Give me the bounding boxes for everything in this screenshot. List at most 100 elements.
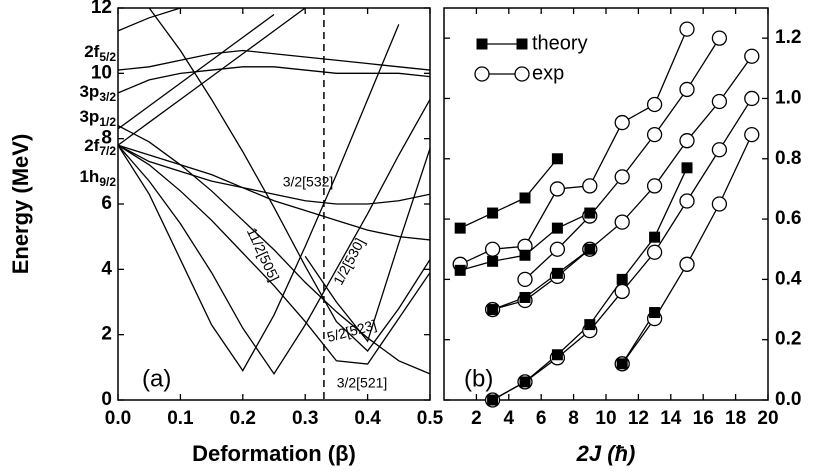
square-marker [584,319,596,331]
circle-marker [646,178,663,194]
square-marker [519,291,531,303]
y2-tick-label: 0.6 [775,208,801,229]
y-axis-label: Energy (MeV) [8,134,33,275]
circle-marker [614,114,630,131]
square-marker [519,192,531,204]
y2-tick-label: 0.0 [775,389,801,410]
level-label: 2f5/2 [84,42,116,64]
plot-area [118,8,430,376]
circle-marker [484,241,501,257]
y-tick-label: 6 [101,193,112,214]
level-sub: 9/2 [99,175,116,189]
legend-label: exp [532,62,564,84]
x-tick-label: 10 [595,408,616,429]
circle-marker [679,21,695,37]
y-tick-label: 8 [101,128,112,149]
circle-marker [679,81,695,98]
x-tick-label: 0.1 [167,408,194,429]
x-tick-label: 2 [471,408,482,429]
circle-marker [711,142,728,158]
y-tick-label: 12 [91,0,112,18]
circle-marker [679,256,695,272]
circle-marker [679,133,695,149]
circle-marker [614,283,630,300]
curve [118,8,306,146]
curve [304,148,430,343]
x-tick-label: 14 [660,408,682,429]
x-tick-label: 20 [757,408,778,429]
x-axis-label: 2J (ħ) [576,441,636,466]
circle-marker [474,66,490,82]
square-marker [649,307,661,319]
level-sub: 1/2 [99,115,116,129]
curve [118,144,430,241]
x-axis-label: Deformation (β) [192,441,356,466]
square-marker [476,38,488,50]
circle-marker [711,30,728,46]
x-tick-label: 0.2 [230,408,256,429]
level-label: 3p1/2 [79,107,116,129]
y-tick-label: 2 [101,324,112,345]
level-sub: 7/2 [99,144,116,158]
square-marker [551,349,563,361]
level-label: 3p3/2 [79,82,116,104]
square-marker [454,264,466,276]
curve [118,99,430,376]
curve [148,8,430,352]
panel-label: (b) [464,365,493,392]
square-marker [516,38,528,50]
y-tick-label: 0 [101,389,112,410]
curve-annotation: 1/2[530] [330,235,368,287]
square-marker [487,255,499,267]
band-line [459,158,558,229]
circle-marker [744,90,760,107]
level-label: 2f7/2 [84,136,116,158]
x-tick-label: 18 [725,408,746,429]
circle-marker [646,96,663,113]
circle-marker [517,271,533,288]
band-line [492,248,591,311]
square-marker [551,267,563,279]
level-name: 3p [79,107,99,126]
square-marker [681,162,693,174]
level-sub: 3/2 [99,90,116,104]
y2-tick-label: 0.4 [775,268,802,289]
legend-label: theory [532,32,588,54]
x-tick-label: 8 [568,408,579,429]
x-tick-label: 16 [693,408,714,429]
square-marker [487,394,499,406]
y2-tick-label: 1.2 [775,27,801,48]
circle-marker [744,126,760,143]
square-marker [487,304,499,316]
circle-marker [582,178,598,194]
curve [118,49,430,71]
level-sub: 5/2 [99,50,116,64]
circle-marker [614,214,630,230]
circle-marker [711,93,728,110]
x-tick-label: 0.4 [354,408,381,429]
y2-tick-label: 0.2 [775,329,801,350]
plot-area [459,28,753,400]
x-tick-label: 0.5 [417,408,444,429]
level-label: 1h9/2 [79,167,116,189]
curve [118,144,430,205]
square-marker [616,273,628,285]
x-tick-label: 4 [504,408,515,429]
curve-annotation: 3/2[532] [283,174,334,190]
y2-tick-label: 0.8 [775,148,801,169]
level-name: 1h [79,167,99,186]
x-tick-label: 6 [536,408,547,429]
curve [118,125,430,375]
circle-marker [614,169,630,185]
square-marker [519,376,531,388]
curve [118,24,400,372]
square-marker [551,222,563,234]
y2-tick-label: 1.0 [775,87,801,108]
square-marker [584,243,596,255]
square-marker [454,222,466,234]
circle-marker [744,48,760,64]
square-marker [616,358,628,370]
band-line [459,28,688,265]
y-tick-label: 10 [91,62,112,83]
square-marker [649,231,661,243]
